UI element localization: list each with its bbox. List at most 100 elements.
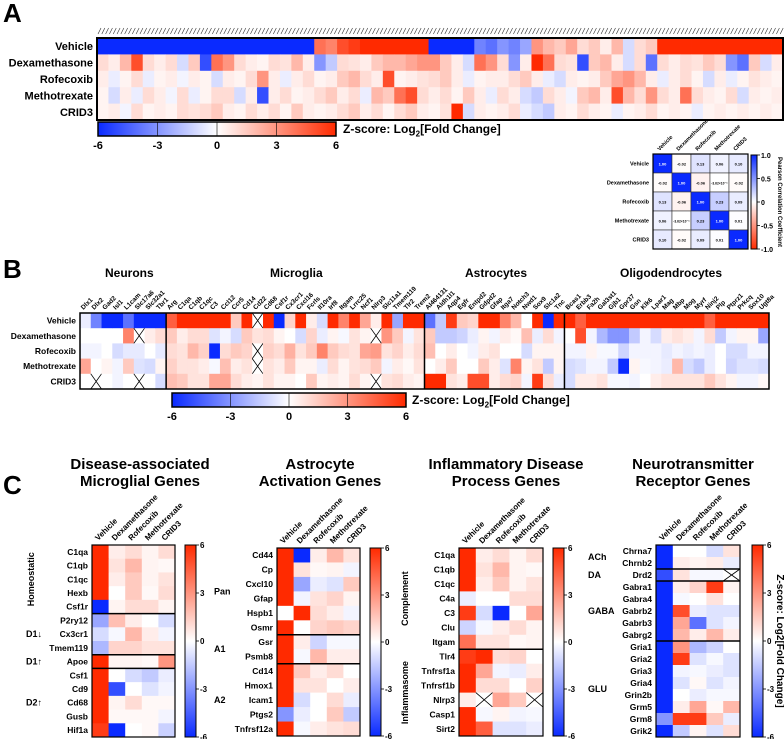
heatmap-c-cell — [475, 548, 493, 563]
heatmap-c-cell — [293, 548, 311, 563]
heatmap-b-cell — [155, 313, 167, 329]
heatmap-c-cell — [343, 692, 361, 708]
heatmap-a-cell — [165, 87, 178, 104]
heatmap-a-cell — [760, 70, 772, 88]
gene-label-tick — [387, 27, 391, 35]
gene-label-tick — [120, 27, 125, 35]
gene-label-tick — [440, 27, 445, 35]
heatmap-a-cell — [508, 103, 521, 121]
gene-label-tick — [734, 27, 738, 35]
group-label: D1↓ — [26, 629, 42, 639]
heatmap-c-cell — [672, 617, 690, 630]
heatmap-c-cell — [141, 613, 159, 628]
gene-label-tick — [657, 27, 662, 35]
group-label: Pan — [214, 586, 231, 596]
heatmap-c-cell — [310, 721, 328, 737]
colorbar-tick-label: 6 — [767, 541, 772, 550]
heatmap-c-cell — [492, 576, 510, 592]
gene-label-tick — [124, 27, 128, 35]
heatmap-c-cell — [92, 709, 109, 724]
heatmap-b-cell — [198, 373, 210, 390]
heatmap-a-cell — [497, 70, 509, 88]
heatmap-b-cell — [521, 328, 533, 344]
gene-label-tick — [112, 27, 117, 35]
heatmap-c-cell — [158, 572, 176, 587]
heatmap-a-cell — [382, 103, 395, 121]
heatmap-b-cell — [133, 313, 145, 329]
heatmap-a-cell — [668, 54, 681, 72]
heatmap-c-cell — [326, 663, 344, 679]
title-line: Microglial Genes — [79, 473, 201, 490]
heatmap-a-cell — [268, 103, 281, 121]
heatmap-c-cell — [706, 617, 724, 630]
heatmap-b-cell — [144, 313, 156, 329]
heatmap-a-cell — [302, 70, 315, 88]
heatmap-a-cell — [714, 70, 727, 88]
heatmap-b-cell — [241, 328, 253, 344]
heatmap-a-cell — [177, 70, 189, 88]
heatmap-c-cell — [475, 663, 493, 679]
heatmap-b-cell — [553, 313, 565, 329]
heatmap-b-cell — [553, 343, 565, 359]
heatmap-c-cell — [326, 605, 344, 621]
gene-label-tick — [314, 27, 319, 35]
heatmap-a-cell — [199, 38, 212, 55]
correlation-column-label: Vehicle — [657, 135, 675, 153]
heatmap-b-cell — [489, 313, 501, 329]
heatmap-b-cell — [435, 328, 447, 344]
heatmap-a-cell — [771, 70, 784, 88]
heatmap-b-cell — [607, 373, 619, 390]
heatmap-b-cell — [575, 373, 587, 390]
gene-label-tick — [471, 27, 475, 35]
correlation-value: 0.10 — [735, 162, 744, 167]
missing-value-cross — [475, 692, 493, 708]
heatmap-b-cell — [704, 328, 716, 344]
heatmap-a-cell — [314, 70, 327, 88]
heatmap-c-cell — [108, 599, 126, 614]
gene-label-tick — [631, 27, 635, 35]
heatmap-c-cell — [92, 572, 109, 587]
colorbar-tick-label: -6 — [200, 733, 208, 739]
heatmap-c-cell — [689, 701, 707, 714]
heatmap-c-cell — [526, 620, 544, 636]
correlation-value: 0.13 — [697, 162, 706, 167]
correlation-value: 0.23 — [697, 219, 706, 224]
heatmap-a-cell — [462, 87, 475, 104]
colorbar-tick-label: 6 — [200, 541, 205, 550]
correlation-value: -0.02 — [677, 238, 687, 243]
gene-label-tick — [334, 27, 338, 35]
heatmap-c-cell — [293, 649, 311, 665]
heatmap-b-cell — [424, 328, 436, 344]
heatmap-c-cell — [293, 721, 311, 737]
heatmap-c-cell — [656, 581, 674, 594]
heatmap-c-cell — [158, 668, 176, 683]
correlation-value: 0.06 — [659, 219, 668, 224]
gene-label-tick — [101, 27, 106, 35]
gene-label: Psmb8 — [245, 651, 273, 661]
heatmap-a-cell — [760, 103, 772, 121]
heatmap-b-cell — [230, 373, 242, 390]
heatmap-a-cell — [622, 103, 635, 121]
gene-label: Grik2 — [630, 726, 652, 736]
heatmap-c-cell — [706, 665, 724, 678]
gene-label-tick — [170, 27, 174, 35]
gene-label: Gria2 — [630, 654, 652, 664]
heatmap-c-cell — [92, 599, 109, 614]
heatmap-c-cell — [706, 701, 724, 714]
heatmap-a-cell — [188, 38, 201, 55]
title-dam-genes: Disease-associated Microglial Genes — [55, 456, 225, 490]
heatmap-b-cell — [359, 313, 372, 329]
heatmap-a-cell — [611, 70, 624, 88]
heatmap-a-cell — [257, 103, 269, 121]
gene-label-tick — [665, 27, 670, 35]
heatmap-a-cell — [645, 103, 658, 121]
heatmap-b-cell — [682, 358, 695, 375]
gene-label-tick — [368, 27, 372, 35]
heatmap-b-cell — [155, 358, 167, 375]
heatmap-a-cell — [337, 70, 349, 88]
heatmap-a-cell — [428, 87, 441, 104]
gene-label-tick — [223, 27, 228, 35]
gene-label-tick — [684, 27, 689, 35]
heatmap-c-cell — [158, 558, 176, 573]
heatmap-a-cell — [520, 54, 532, 72]
